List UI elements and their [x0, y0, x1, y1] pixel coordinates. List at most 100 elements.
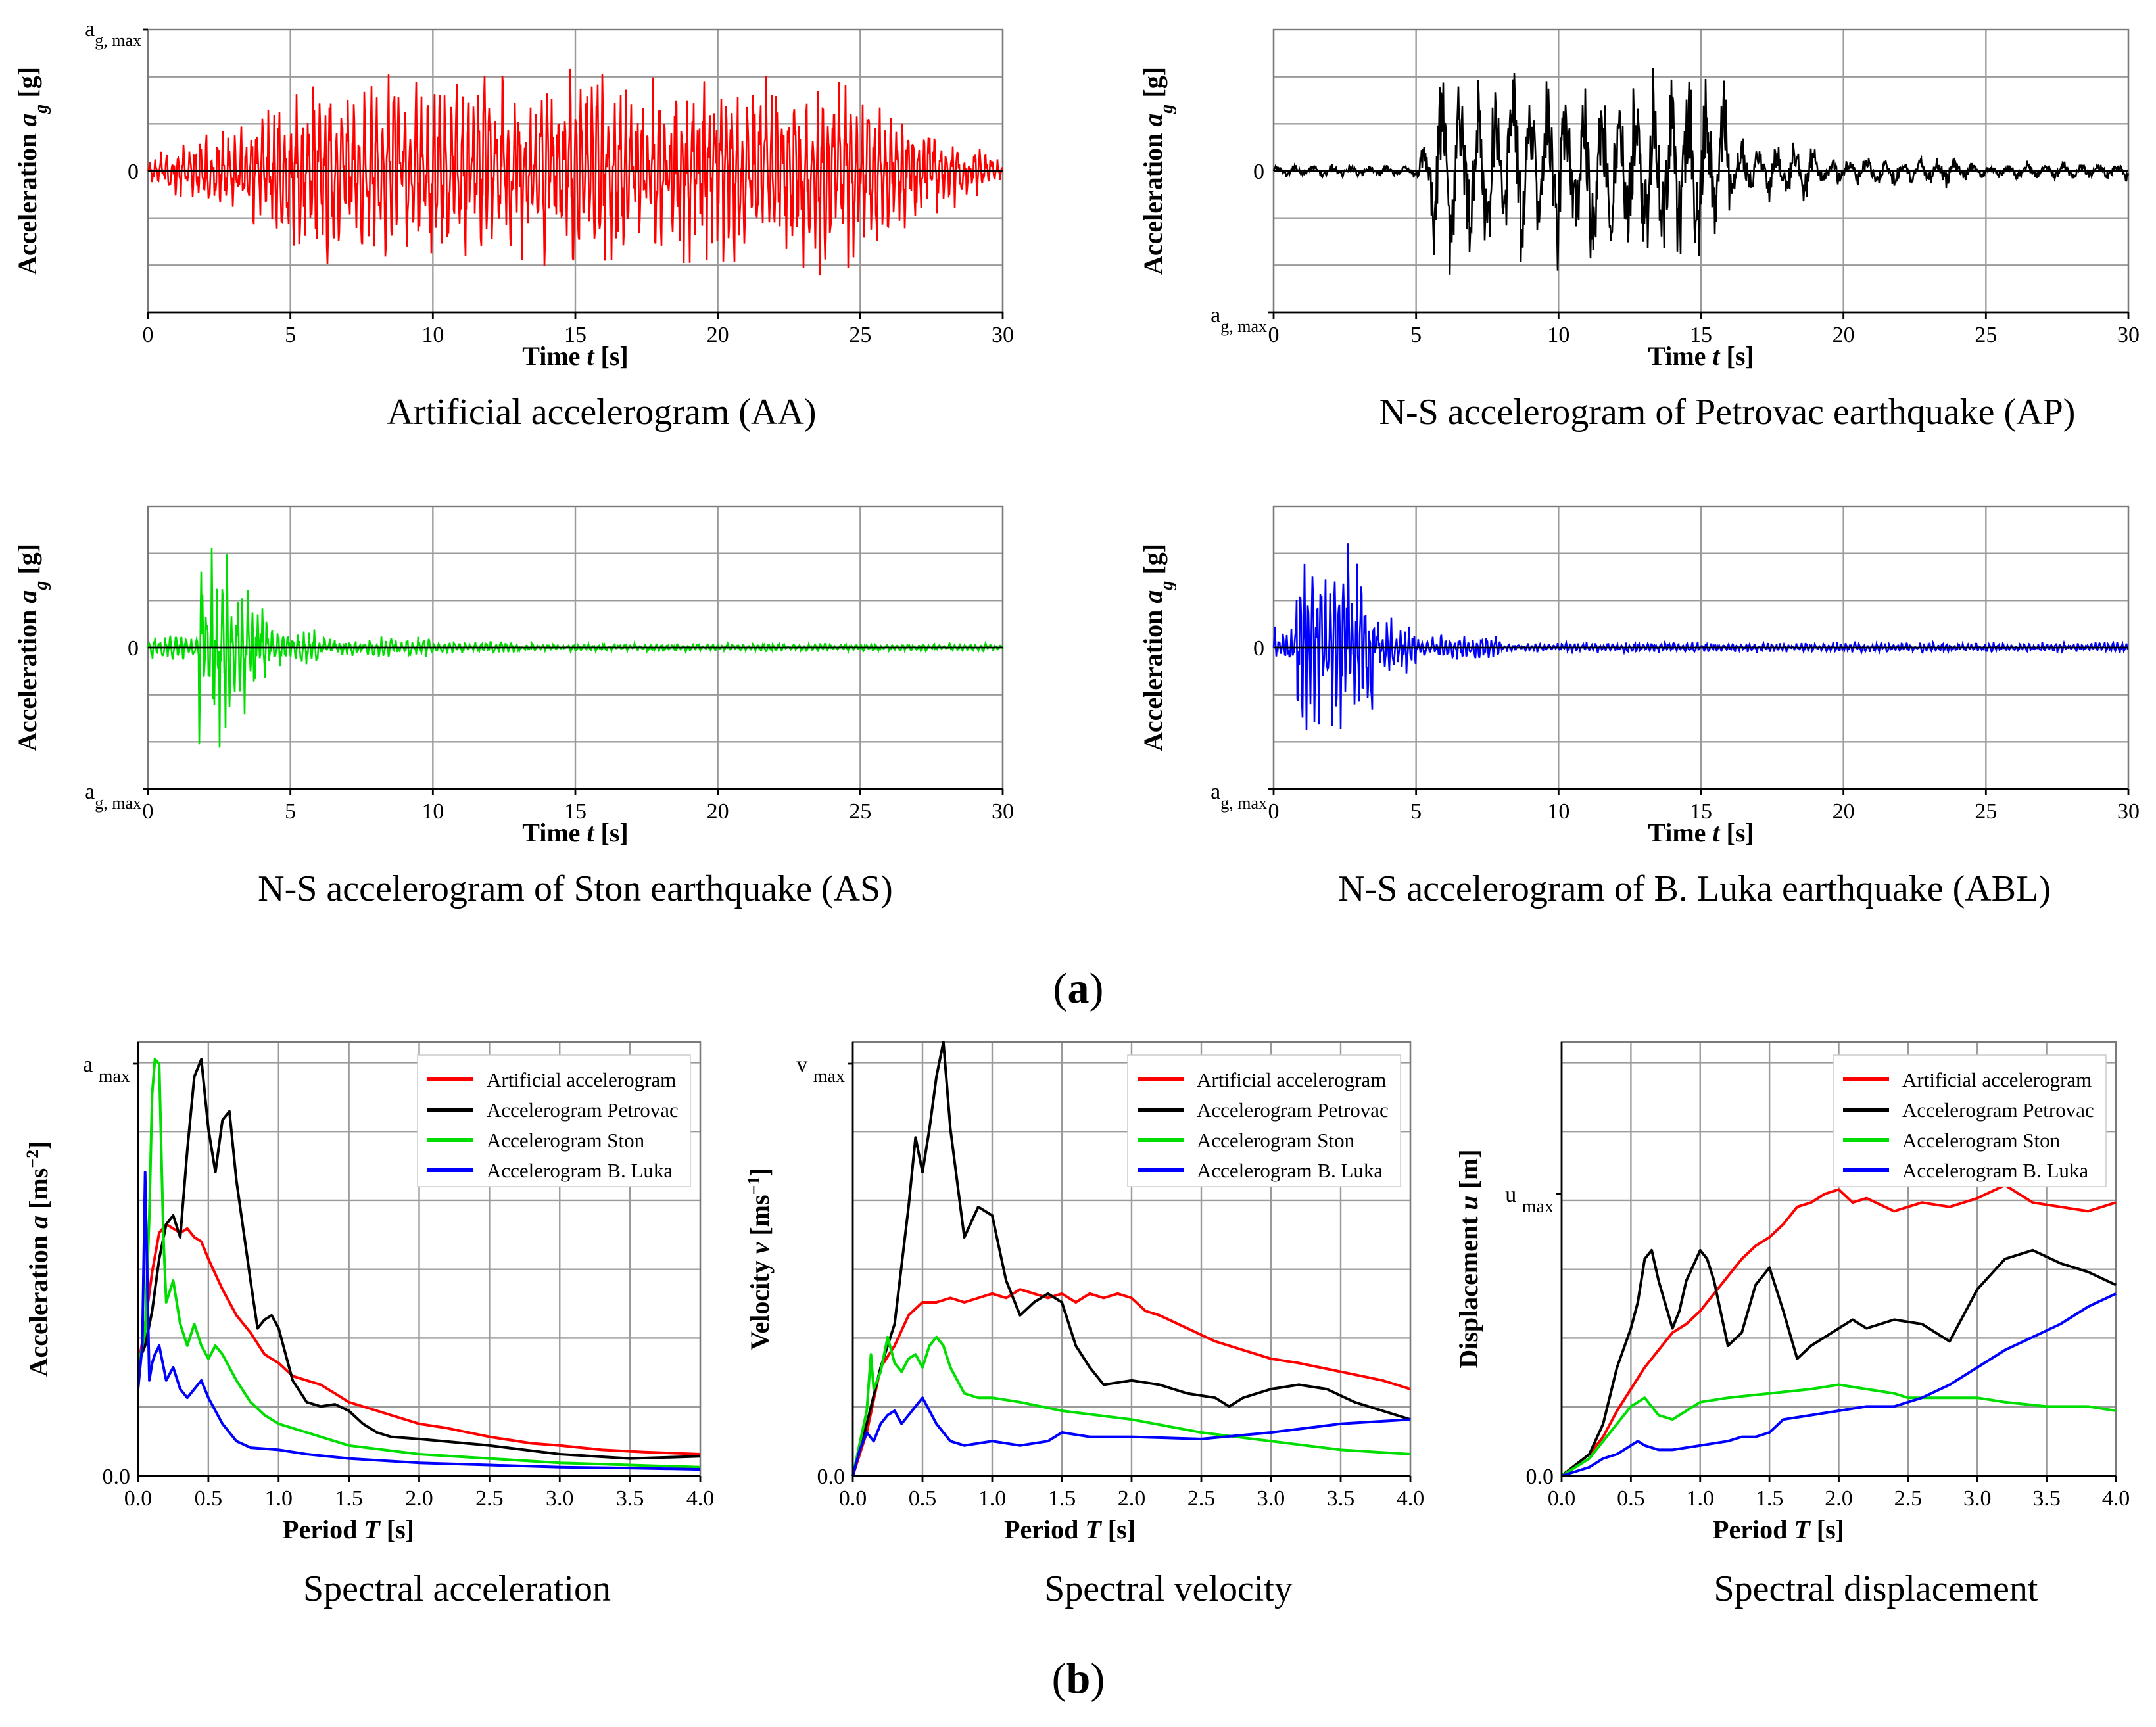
legend-label: Artificial accelerogram	[1902, 1068, 2092, 1091]
max-label: v max	[796, 1053, 845, 1087]
x-tick-label: 2.5	[1187, 1486, 1216, 1511]
amax-label: ag, max	[1210, 780, 1267, 813]
y-axis-label: Acceleration ag [g]	[1138, 67, 1177, 275]
x-tick-label: 2.0	[1825, 1486, 1853, 1511]
series-line	[1561, 1292, 2117, 1477]
zero-label: 0	[1253, 160, 1264, 184]
x-tick-label: 3.0	[1963, 1486, 1992, 1511]
x-tick-label: 20	[707, 323, 729, 347]
legend-box	[1127, 1054, 1401, 1187]
zero-label: 0	[1253, 636, 1264, 661]
series-line	[1560, 1248, 2117, 1477]
amax-label: ag, max	[85, 780, 141, 813]
chart-caption: N-S accelerogram of Ston earthquake (AS)	[258, 868, 893, 909]
x-axis-label: Time t [s]	[522, 341, 629, 371]
x-tick-label: 20	[707, 799, 729, 824]
accelerogram-chart-as: 0 ag, max 0 5 10 15 20 25 30 Time t [s] Accele…	[12, 505, 1014, 909]
x-tick-label: 2.5	[475, 1486, 504, 1511]
zero-label: 0	[128, 636, 139, 661]
x-tick-label: 20	[1833, 799, 1855, 824]
legend-label: Accelerogram Petrovac	[487, 1099, 679, 1122]
x-tick-label: 1.5	[335, 1486, 363, 1511]
series-line	[851, 1335, 1411, 1477]
x-tick-label: 10	[421, 323, 444, 347]
max-label: u max	[1505, 1183, 1554, 1217]
x-tick-label: 4.0	[686, 1486, 715, 1511]
x-axis-label: Period T [s]	[1004, 1515, 1136, 1544]
x-tick-label: 15	[1690, 323, 1712, 347]
legend-label: Artificial accelerogram	[1197, 1068, 1386, 1091]
x-tick-label: 2.5	[1894, 1486, 1923, 1511]
x-tick-label: 5	[1410, 323, 1422, 347]
x-tick-label: 0.0	[1548, 1486, 1576, 1511]
x-tick-label: 3.5	[2032, 1486, 2061, 1511]
x-axis-label: Time t [s]	[1648, 341, 1754, 371]
legend: Artificial accelerogram Accelerogram Petr…	[417, 1054, 691, 1187]
series-line	[1560, 1183, 2117, 1477]
legend-label: Accelerogram Ston	[487, 1129, 645, 1152]
x-tick-label: 3.0	[546, 1486, 574, 1511]
legend-label: Accelerogram B. Luka	[487, 1159, 673, 1182]
x-axis-label: Period T [s]	[283, 1515, 414, 1544]
x-tick-label: 15	[564, 799, 587, 824]
x-tick-label: 0.5	[1617, 1486, 1645, 1511]
legend-label: Artificial accelerogram	[487, 1068, 676, 1091]
legend-label: Accelerogram Petrovac	[1197, 1099, 1389, 1122]
x-axis-label: Period T [s]	[1713, 1515, 1844, 1544]
x-tick-label: 30	[992, 323, 1014, 347]
x-tick-label: 5	[285, 799, 296, 824]
accelerogram-chart-aa: 0 ag, max 0 5 10 15 20 25 30 Time t [s] Accele…	[12, 17, 1014, 433]
x-tick-label: 30	[2117, 323, 2140, 347]
y-axis-label: Velocity v [ms−1]	[744, 1168, 775, 1350]
x-axis-label: Time t [s]	[522, 818, 629, 847]
series-line	[137, 1058, 701, 1469]
x-tick-label: 15	[1690, 799, 1712, 824]
chart-caption: N-S accelerogram of B. Luka earthquake (…	[1338, 868, 2051, 909]
spectrum-chart-acceleration: 0.0 a max 0.0 0.5 1.0 1.5 2.0 2.5 3.0 3.5 4.0 Pe…	[23, 1041, 715, 1609]
x-tick-label: 25	[849, 323, 871, 347]
zero-label: 0.0	[103, 1465, 131, 1489]
x-tick-label: 0	[1268, 323, 1280, 347]
x-tick-label: 10	[1547, 323, 1569, 347]
chart-caption: Spectral velocity	[1044, 1569, 1293, 1609]
x-tick-label: 3.5	[1327, 1486, 1355, 1511]
x-tick-label: 4.0	[1397, 1486, 1425, 1511]
x-tick-label: 0.0	[124, 1486, 153, 1511]
series-line	[137, 1171, 701, 1471]
amax-label: ag, max	[1210, 303, 1267, 336]
x-tick-label: 1.0	[978, 1486, 1007, 1511]
chart-caption: Artificial accelerogram (AA)	[387, 392, 817, 433]
series-line	[851, 1041, 1411, 1477]
zero-label: 0.0	[1526, 1465, 1554, 1489]
x-tick-label: 3.0	[1257, 1486, 1285, 1511]
x-tick-label: 30	[992, 799, 1014, 824]
legend-label: Accelerogram Ston	[1902, 1129, 2061, 1152]
accelerogram-chart-ap: 0 ag, max 0 5 10 15 20 25 30 Time t [s] Accele…	[1138, 28, 2140, 433]
x-tick-label: 25	[1975, 799, 1997, 824]
x-tick-label: 5	[1410, 799, 1422, 824]
x-tick-label: 30	[2117, 799, 2140, 824]
series-line	[851, 1396, 1411, 1477]
x-tick-label: 0	[143, 799, 154, 824]
x-tick-label: 0	[143, 323, 154, 347]
spectrum-chart-displacement: 0.0 u max 0.0 0.5 1.0 1.5 2.0 2.5 3.0 3.5 4.0 Pe…	[1454, 1041, 2130, 1609]
legend: Artificial accelerogram Accelerogram Petr…	[1127, 1054, 1401, 1187]
x-axis-label: Time t [s]	[1648, 818, 1754, 847]
panel-label-a: (a)	[1053, 964, 1104, 1012]
x-tick-label: 0.5	[909, 1486, 937, 1511]
y-axis-label: Acceleration ag [g]	[12, 67, 51, 275]
x-tick-label: 0	[1268, 799, 1280, 824]
legend-label: Accelerogram Ston	[1197, 1129, 1355, 1152]
x-tick-label: 3.5	[616, 1486, 644, 1511]
zero-label: 0	[128, 160, 139, 184]
chart-caption: Spectral acceleration	[303, 1569, 611, 1609]
y-axis-label: Acceleration ag [g]	[1138, 544, 1177, 751]
legend-box	[1833, 1054, 2107, 1187]
accelerogram-chart-abl: 0 ag, max 0 5 10 15 20 25 30 Time t [s] Accele…	[1138, 505, 2140, 909]
legend-label: Accelerogram B. Luka	[1902, 1159, 2088, 1182]
y-axis-label: Acceleration ag [g]	[12, 544, 51, 751]
amax-label: ag, max	[85, 17, 141, 50]
x-tick-label: 2.0	[1118, 1486, 1146, 1511]
x-tick-label: 15	[564, 323, 587, 347]
